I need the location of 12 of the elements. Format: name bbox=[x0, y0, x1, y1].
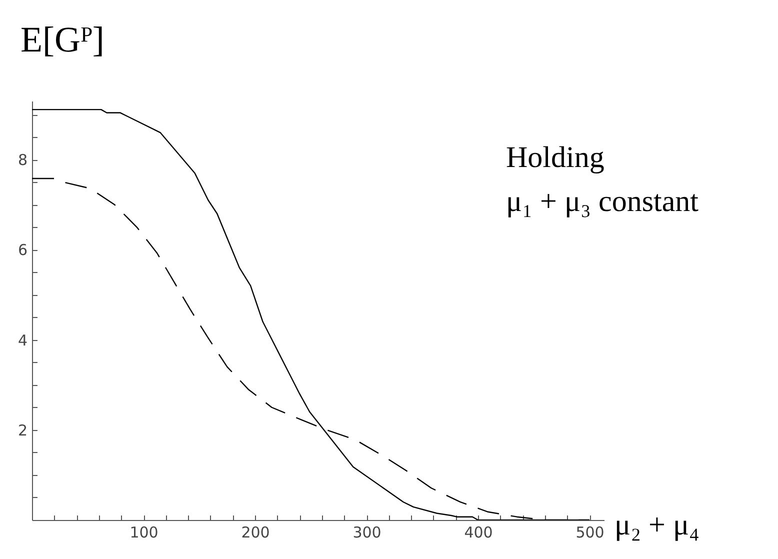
x-tick-label: 300 bbox=[352, 524, 382, 542]
y-tick-label: 2 bbox=[18, 421, 28, 440]
x-tick-label: 400 bbox=[464, 524, 493, 542]
y-tick-label: 8 bbox=[18, 151, 28, 170]
x-tick-label: 100 bbox=[130, 524, 158, 542]
y-tick-label: 4 bbox=[18, 331, 28, 350]
x-tick-label: 500 bbox=[576, 524, 604, 542]
annotation: Holding μ₁ + μ₃ constant bbox=[506, 141, 700, 218]
y-tick-label: 6 bbox=[18, 241, 28, 260]
x-tick-label: 200 bbox=[241, 524, 270, 542]
x-axis-title: μ₂ + μ₄ bbox=[614, 508, 700, 542]
y-axis-title: E[Gᴾ] bbox=[20, 20, 104, 60]
